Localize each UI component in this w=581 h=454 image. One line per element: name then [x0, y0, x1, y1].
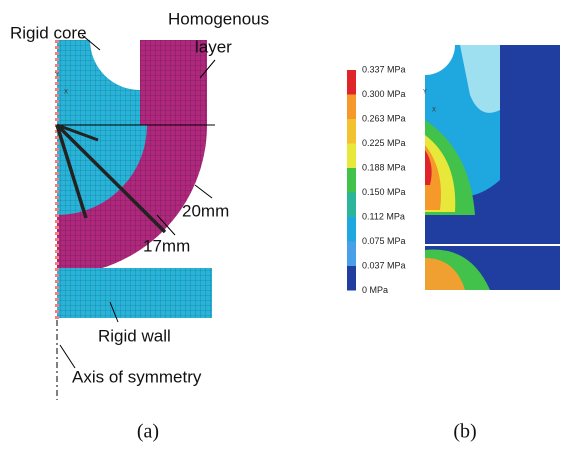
colorbar-label: 0.037 MPa — [362, 260, 406, 270]
label: 20mm — [182, 201, 229, 220]
colorbar-label: 0 MPa — [362, 285, 388, 295]
colorbar-band — [347, 168, 356, 193]
colorbar-band — [347, 119, 356, 144]
colorbar-band — [347, 193, 356, 218]
figure: Y X Rigid core Homogenous layer 20mm 17m… — [0, 0, 581, 449]
colorbar-label: 0.300 MPa — [362, 89, 406, 99]
axis-letter: Y — [423, 90, 427, 96]
axis-letter: X — [432, 108, 436, 114]
label: Axis of symmetry — [72, 367, 202, 386]
colorbar-label: 0.150 MPa — [362, 187, 406, 197]
colorbar-band — [347, 70, 356, 95]
mesh-panel: Y X Rigid core Homogenous layer 20mm 17m… — [10, 9, 269, 442]
caption: (b) — [453, 421, 476, 443]
wall-mesh — [57, 268, 212, 318]
caption: (a) — [137, 421, 159, 443]
contour-panel: Y X (b) 0.337 MPa 0.300 MPa 0.263 MPa 0.225… — [347, 45, 560, 443]
colorbar-label: 0.075 MPa — [362, 236, 406, 246]
colorbar-label: 0.263 MPa — [362, 113, 406, 123]
label: 17mm — [143, 236, 190, 255]
colorbar-band — [347, 217, 356, 242]
colorbar-band — [347, 95, 356, 120]
axis-letter: Y — [55, 73, 59, 79]
colorbar-band — [347, 266, 356, 291]
colorbar-label: 0.188 MPa — [362, 162, 406, 172]
label: Rigid wall — [98, 326, 171, 345]
colorbar-band — [347, 242, 356, 267]
leader — [195, 185, 212, 198]
contour-region — [530, 45, 560, 245]
colorbar-band — [347, 144, 356, 169]
label: Homogenous — [168, 9, 269, 28]
label: layer — [195, 37, 232, 56]
label: Rigid core — [10, 23, 87, 42]
colorbar-label: 0.112 MPa — [362, 211, 405, 221]
colorbar-label: 0.225 MPa — [362, 138, 406, 148]
colorbar-label: 0.337 MPa — [362, 64, 406, 74]
axis-letter: X — [64, 90, 68, 96]
leader — [60, 345, 75, 368]
